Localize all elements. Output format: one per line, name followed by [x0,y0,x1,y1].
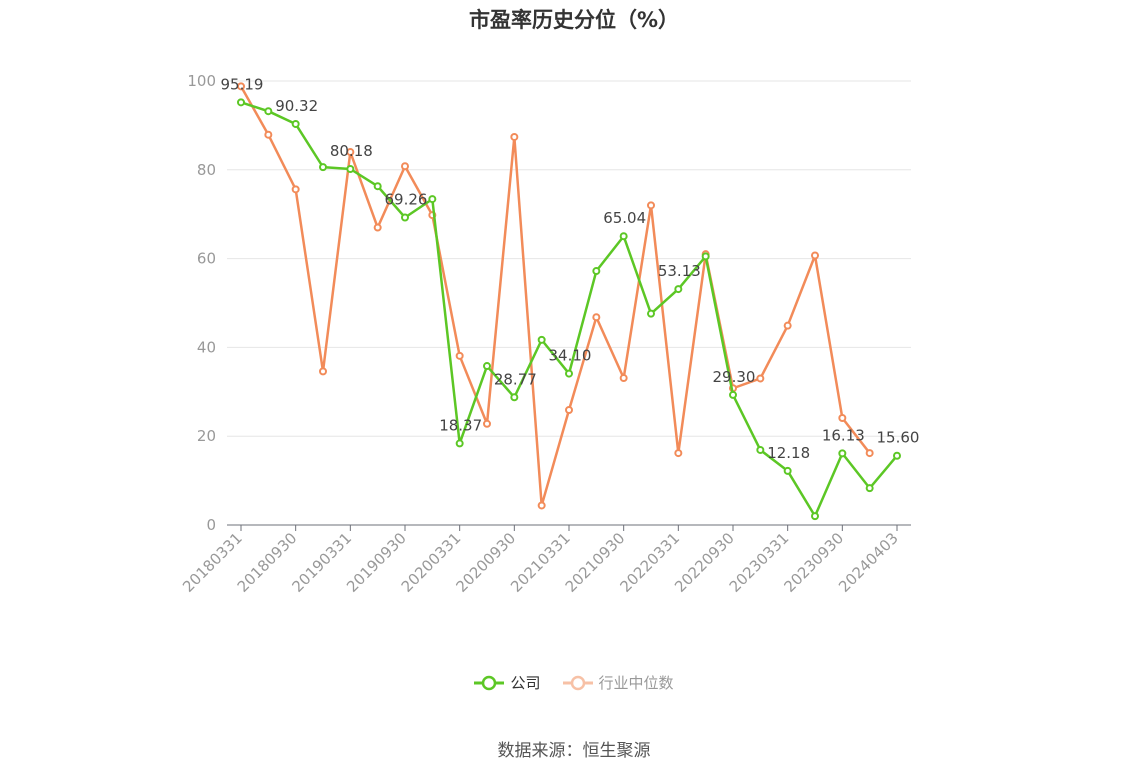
y-tick-label-0: 0 [206,516,216,534]
point-s1-20200630 [483,419,491,428]
data-label-20230331: 12.18 [767,444,810,462]
point-s1-20230331 [783,321,792,330]
point-s0-20210630 [592,267,601,276]
point-s0-20220930 [729,390,737,399]
data-label-20200930: 28.77 [494,370,537,388]
y-tick-label-80: 80 [197,161,216,179]
point-s0-20180630 [264,107,273,116]
point-s1-20210930 [619,374,628,383]
point-s0-20190331 [346,165,355,174]
point-s0-20230331 [783,466,792,475]
point-s0-20231231 [865,484,874,493]
point-s1-20221231 [756,374,765,383]
data-label-20180930: 90.32 [275,97,318,115]
point-s1-20200930 [510,132,519,141]
data-label-20230930: 16.13 [822,426,865,444]
point-s0-20221231 [756,445,765,454]
y-tick-label-60: 60 [197,250,216,268]
point-s0-20180331 [237,98,245,107]
data-label-20190930: 69.26 [385,190,428,208]
series-line-1 [239,85,871,507]
point-s1-20231231 [865,449,874,458]
data-source: 数据来源：恒生聚源 [497,741,651,761]
legend-marker-industry-icon [562,675,593,690]
point-s0-20190930 [401,213,409,222]
data-label-20220930: 29.30 [713,368,756,386]
point-s1-20190630 [373,223,382,232]
legend-marker-company-icon [474,675,505,690]
point-s0-20220331 [674,285,683,294]
data-label-20220331: 53.13 [658,262,701,280]
point-s1-20201231 [537,501,546,510]
point-s1-20211231 [647,201,655,210]
data-label-20210331: 34.10 [549,347,592,365]
point-s1-20180331 [237,82,245,91]
point-s1-20220331 [674,449,683,458]
point-s1-20181231 [319,367,327,376]
point-s1-20210630 [592,313,601,322]
y-tick-label-20: 20 [197,427,216,445]
point-s0-20181231 [319,163,327,172]
point-s0-20210331 [565,369,573,378]
legend-label-company: 公司 [510,674,541,692]
point-s1-20210331 [565,406,573,415]
point-s0-20200331 [455,439,464,448]
point-s0-20201231 [537,335,546,344]
data-label-20210930: 65.04 [603,209,646,227]
point-s0-20220630 [701,252,710,261]
legend: 公司 行业中位数 [0,672,1148,693]
data-label-20190331: 80.18 [330,142,373,160]
point-s0-20211231 [647,309,655,318]
point-s0-20180930 [291,119,300,128]
legend-item-company[interactable]: 公司 [474,672,541,693]
point-s0-20200630 [483,362,491,371]
point-s0-20200930 [510,393,519,402]
point-s1-20230930 [838,413,847,422]
point-s0-20240403 [893,451,901,460]
point-s0-20230930 [838,449,847,458]
point-s0-20210930 [619,232,628,241]
point-s0-20190630 [373,182,382,191]
point-s1-20190331 [346,148,355,157]
legend-label-industry-median: 行业中位数 [598,674,674,692]
point-s1-20180630 [264,130,273,139]
data-label-20240403: 15.60 [877,429,920,447]
point-s0-20191231 [428,195,437,204]
point-s0-20230630 [811,512,819,521]
point-s1-20180930 [291,185,300,194]
y-tick-label-100: 100 [187,72,216,90]
x-tick-label-20240403: 20240403 [835,529,902,596]
data-label-20200331: 18.37 [439,416,482,434]
point-s1-20230630 [811,251,819,260]
data-label-20180331: 95.19 [221,75,264,93]
point-s1-20200331 [455,351,464,360]
legend-item-industry-median[interactable]: 行业中位数 [562,672,674,693]
point-s1-20190930 [401,162,409,171]
chart-title: 市盈率历史分位（%） [468,8,680,32]
y-tick-label-40: 40 [197,338,216,356]
